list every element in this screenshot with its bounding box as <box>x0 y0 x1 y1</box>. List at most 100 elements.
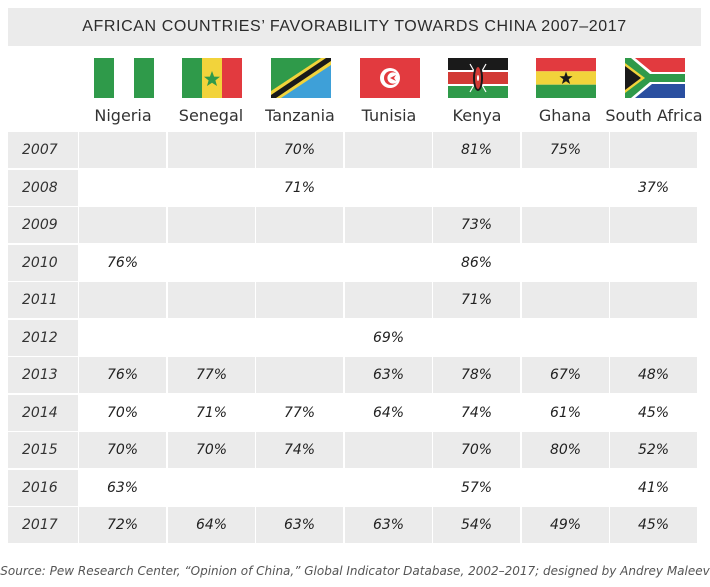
value-label: 37% <box>637 179 670 196</box>
value-cell: 49% <box>522 507 609 543</box>
source-note: Source: Pew Research Center, “Opinion of… <box>0 564 710 578</box>
tunisia-flag-icon <box>360 58 420 98</box>
country-name: Tunisia <box>361 106 417 125</box>
year-label: 2015 <box>22 442 58 458</box>
value-cell: 70% <box>433 432 520 468</box>
value-cell: 70% <box>79 432 166 468</box>
value-cell: 71% <box>256 170 343 206</box>
table-row: 2010 76% 86% <box>8 244 701 281</box>
value-cell: 70% <box>256 132 343 168</box>
value-label: 72% <box>106 517 139 533</box>
value-cell <box>433 170 520 206</box>
value-cell: 41% <box>610 470 697 506</box>
value-cell <box>345 282 432 318</box>
column-header-tunisia: Tunisia <box>345 54 433 128</box>
value-cell <box>168 320 255 356</box>
value-cell: 74% <box>256 432 343 468</box>
value-label: 70% <box>106 442 139 458</box>
table-row: 2012 69% <box>8 319 701 356</box>
value-cell <box>79 207 166 243</box>
value-cell: 37% <box>610 170 697 206</box>
value-cell: 74% <box>433 395 520 431</box>
value-label: 49% <box>549 517 582 533</box>
value-cell: 75% <box>522 132 609 168</box>
value-cell: 63% <box>256 507 343 543</box>
value-label: 77% <box>195 367 228 383</box>
value-label: 76% <box>106 254 139 271</box>
year-cell: 2014 <box>8 394 78 431</box>
value-cell <box>168 170 255 206</box>
value-cell: 61% <box>522 395 609 431</box>
value-cell: 71% <box>168 395 255 431</box>
value-label: 41% <box>637 479 670 496</box>
value-cell <box>433 320 520 356</box>
value-label: 71% <box>283 179 316 196</box>
value-cell: 71% <box>433 282 520 318</box>
value-cell: 76% <box>79 245 166 281</box>
value-cell <box>345 470 432 506</box>
value-label: 70% <box>195 442 228 458</box>
value-label: 63% <box>372 367 405 383</box>
value-cell: 86% <box>433 245 520 281</box>
value-cell <box>345 207 432 243</box>
year-label: 2007 <box>22 142 58 158</box>
value-cell: 76% <box>79 357 166 393</box>
table-row: 2011 71% <box>8 282 701 318</box>
value-cell: 78% <box>433 357 520 393</box>
value-label: 61% <box>549 404 582 421</box>
column-header-south-africa: South Africa <box>605 54 703 128</box>
value-cell: 67% <box>522 357 609 393</box>
value-cell <box>345 170 432 206</box>
value-label: 54% <box>460 517 493 533</box>
value-cell <box>610 132 697 168</box>
value-label: 63% <box>106 479 139 496</box>
column-header-senegal: Senegal <box>167 54 255 128</box>
value-cell <box>345 432 432 468</box>
value-cell: 54% <box>433 507 520 543</box>
country-name: Kenya <box>452 106 502 125</box>
value-label: 76% <box>106 367 139 383</box>
ghana-flag-icon <box>536 58 596 98</box>
value-cell: 63% <box>345 507 432 543</box>
value-cell: 70% <box>79 395 166 431</box>
value-label: 63% <box>283 517 316 533</box>
value-label: 81% <box>460 142 493 158</box>
country-name: Nigeria <box>94 106 152 125</box>
value-cell: 70% <box>168 432 255 468</box>
year-cell: 2013 <box>8 357 78 393</box>
value-cell: 52% <box>610 432 697 468</box>
title-band: AFRICAN COUNTRIES’ FAVORABILITY TOWARDS … <box>8 8 701 46</box>
value-cell <box>256 207 343 243</box>
column-header-ghana: Ghana <box>521 54 609 128</box>
year-cell: 2012 <box>8 319 78 356</box>
year-label: 2010 <box>22 254 58 271</box>
south-africa-flag-icon <box>625 58 685 98</box>
table-row: 2017 72% 64% 63% 63% 54% 49% 45% <box>8 507 701 543</box>
value-label: 74% <box>460 404 493 421</box>
year-label: 2012 <box>22 329 58 346</box>
value-label: 45% <box>637 517 670 533</box>
column-header-nigeria: Nigeria <box>79 54 167 128</box>
year-label: 2009 <box>22 217 58 233</box>
value-cell <box>610 282 697 318</box>
year-cell: 2011 <box>8 282 78 318</box>
column-header-kenya: Kenya <box>433 54 521 128</box>
nigeria-flag-icon <box>94 58 154 98</box>
value-label: 48% <box>637 367 670 383</box>
value-cell <box>522 320 609 356</box>
value-label: 86% <box>460 254 493 271</box>
value-cell <box>168 132 255 168</box>
value-label: 45% <box>637 404 670 421</box>
year-label: 2008 <box>22 179 58 196</box>
value-label: 71% <box>460 292 493 308</box>
value-cell: 80% <box>522 432 609 468</box>
value-cell: 63% <box>345 357 432 393</box>
value-cell <box>256 282 343 318</box>
value-label: 57% <box>460 479 493 496</box>
value-cell <box>79 170 166 206</box>
country-name: South Africa <box>605 106 703 125</box>
value-label: 64% <box>195 517 228 533</box>
value-cell: 48% <box>610 357 697 393</box>
value-cell <box>522 170 609 206</box>
value-cell: 81% <box>433 132 520 168</box>
